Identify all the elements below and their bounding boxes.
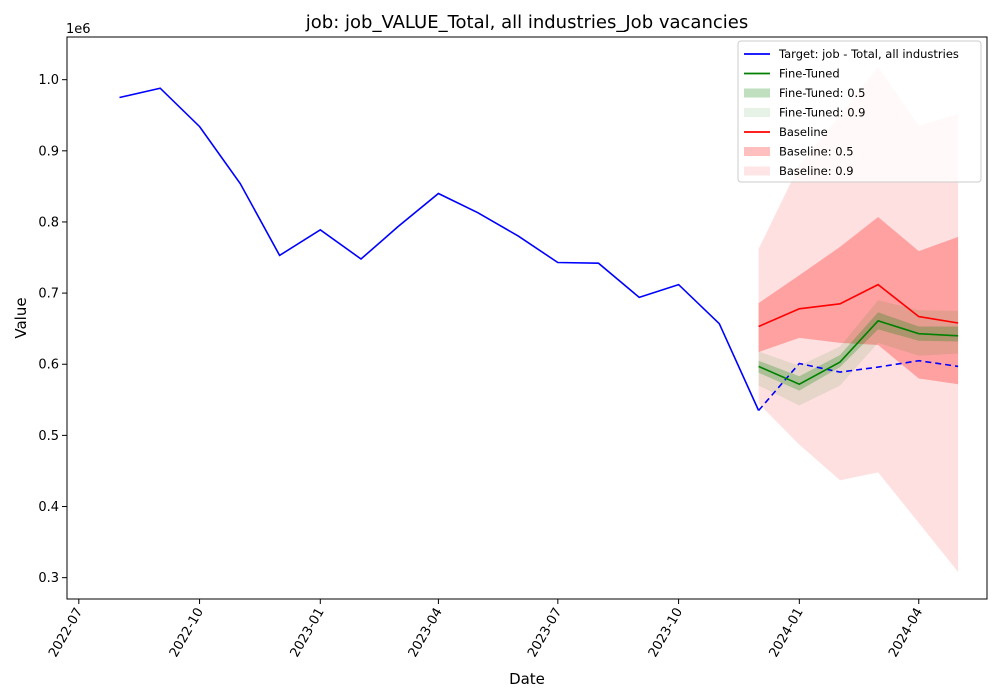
baseline-band-50 [758,217,959,385]
x-axis: 2022-07 2022-10 2023-01 2023-04 2023-07 2023-… [46,599,926,660]
y-tick-label: 0.5 [38,429,59,444]
legend-entry-label: Fine-Tuned: 0.9 [779,106,865,120]
legend-entry-label: Target: job - Total, all industries [778,47,959,61]
chart-title: job: job_VALUE_Total, all industries_Job… [305,12,748,33]
x-tick-label: 2023-07 [525,606,565,661]
target-history-line [119,87,760,411]
x-tick-label: 2022-07 [46,606,86,661]
baseline-band-90 [758,66,959,573]
x-tick-label: 2024-01 [767,606,807,661]
fine-tuned-band-50 [758,312,959,391]
plot-area [119,66,959,573]
legend-swatch-patch [744,88,770,98]
y-tick-label: 0.7 [38,287,59,302]
legend-swatch-patch [744,166,770,176]
y-axis-offset-label: 1e6 [66,22,91,37]
legend-box [737,40,982,183]
legend-entry-label: Fine-Tuned [779,67,840,81]
x-tick-label: 2023-04 [406,606,446,661]
y-tick-label: 0.6 [38,358,59,373]
legend-entry-label: Baseline: 0.9 [779,164,854,178]
x-tick-label: 2022-10 [167,606,207,661]
baseline-median-line [758,283,959,328]
legend: Target: job - Total, all industries Fine-… [737,40,982,183]
y-tick-label: 0.8 [38,215,59,230]
legend-entry-label: Baseline: 0.5 [779,145,854,159]
y-tick-label: 0.4 [38,500,59,515]
series-lines [119,87,959,412]
x-tick-label: 2023-10 [646,606,686,661]
confidence-bands [758,66,959,573]
x-tick-label: 2024-04 [886,606,926,661]
legend-entry-label: Fine-Tuned: 0.5 [779,86,865,100]
legend-swatch-patch [744,108,770,117]
target-future-line [757,359,959,412]
y-axis-label: Value [12,297,30,338]
legend-entry-label: Baseline [779,125,828,139]
x-tick-label: 2023-01 [288,606,328,661]
y-tick-label: 0.9 [38,144,59,159]
fine-tuned-median-line [758,319,959,386]
y-tick-label: 1.0 [38,73,59,88]
y-tick-label: 0.3 [38,571,59,586]
y-axis: 0.3 0.4 0.5 0.6 0.7 0.8 0.9 1.0 [38,73,67,586]
plot-frame [66,36,988,600]
legend-swatch-patch [744,147,770,156]
x-axis-label: Date [509,670,545,688]
